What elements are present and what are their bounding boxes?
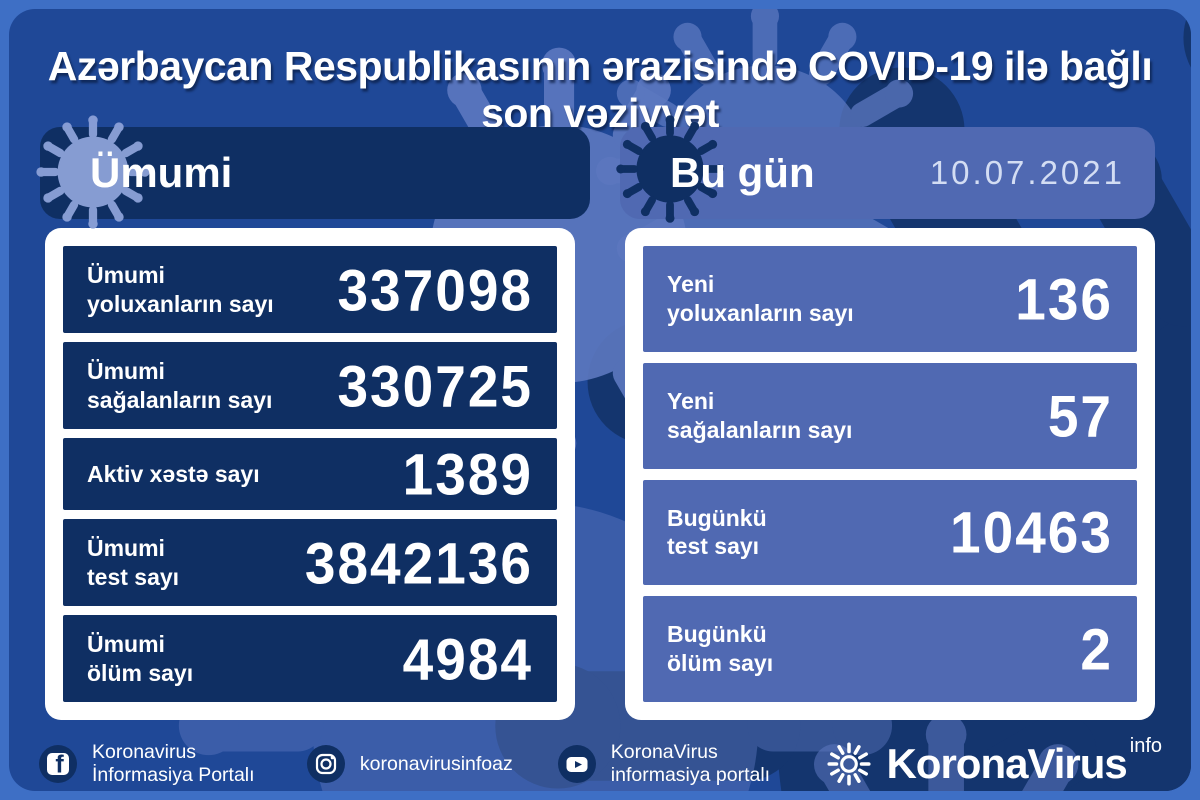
stat-value: 2	[1080, 615, 1113, 683]
stat-row-total-recovered: Ümumi sağalanların sayı 330725	[63, 342, 557, 429]
panel-title-total: Ümumi	[90, 149, 233, 196]
stat-row-total-tests: Ümumi test sayı 3842136	[63, 519, 557, 606]
stat-value: 1389	[402, 440, 533, 508]
total-stats-panel: Ümumi yoluxanların sayı 337098 Ümumi sağal…	[45, 228, 575, 720]
koronavirus-info-logo: KoronaVirus info	[824, 735, 1162, 789]
stat-label: Yeni yoluxanların sayı	[667, 271, 854, 326]
footer: f Koronavirus İnformasiya Portalı korona…	[38, 735, 1162, 791]
stat-row-active-cases: Aktiv xəstə sayı 1389	[63, 438, 557, 510]
stat-label: Bugünkü ölüm sayı	[667, 621, 774, 677]
stat-value: 10463	[950, 499, 1113, 566]
stat-row-total-deaths: Ümumi ölüm sayı 4984	[63, 615, 557, 702]
instagram-label: koronavirusinfoaz	[359, 752, 513, 775]
instagram-icon	[306, 745, 345, 783]
stat-value: 136	[1015, 265, 1113, 333]
stat-row-today-tests: Bugünkü test sayı 10463	[643, 479, 1137, 586]
youtube-label: KoronaVirus informasiya portalı	[610, 741, 771, 786]
stat-label: Ümumi ölüm sayı	[87, 630, 194, 686]
page-title: Azərbaycan Respublikasının ərazisində CO…	[47, 43, 1153, 136]
logo-text: KoronaVirus	[886, 740, 1127, 787]
panel-header-today: Bu gün 10.07.2021	[620, 127, 1155, 219]
youtube-icon	[557, 745, 596, 783]
stat-value: 337098	[337, 256, 533, 323]
report-date: 10.07.2021	[929, 154, 1125, 191]
stat-value: 57	[1047, 382, 1113, 449]
stat-label: Ümumi yoluxanların sayı	[87, 261, 274, 317]
youtube-link[interactable]: KoronaVirus informasiya portalı	[557, 741, 781, 787]
stat-label: Bugünkü test sayı	[667, 504, 767, 560]
today-stats-panel: Yeni yoluxanların sayı 136 Yeni sağalanlar…	[625, 228, 1155, 720]
stat-row-new-recovered: Yeni sağalanların sayı 57	[643, 362, 1137, 469]
stat-value: 3842136	[304, 529, 533, 596]
stat-label: Ümumi test sayı	[87, 534, 180, 590]
stat-row-today-deaths: Bugünkü ölüm sayı 2	[643, 596, 1137, 702]
logo-superscript: info	[1129, 735, 1162, 757]
stat-value: 330725	[337, 352, 533, 419]
stat-label: Ümumi sağalanların sayı	[87, 357, 273, 413]
stat-label: Yeni sağalanların sayı	[667, 387, 853, 443]
stat-value: 4984	[402, 625, 533, 692]
stat-row-total-infected: Ümumi yoluxanların sayı 337098	[63, 246, 557, 333]
infographic-card: Azərbaycan Respublikasının ərazisində CO…	[9, 9, 1191, 791]
virus-logo-icon	[827, 742, 872, 786]
stat-row-new-infected: Yeni yoluxanların sayı 136	[643, 246, 1137, 352]
instagram-link[interactable]: koronavirusinfoaz	[306, 744, 513, 784]
stat-label: Aktiv xəstə sayı	[87, 460, 260, 487]
facebook-label: Koronavirus İnformasiya Portalı	[92, 741, 255, 786]
svg-text:f: f	[55, 751, 64, 779]
panel-title-today: Bu gün	[670, 149, 815, 196]
panel-header-total: Ümumi	[40, 127, 590, 219]
facebook-link[interactable]: f Koronavirus İnformasiya Portalı	[38, 741, 262, 787]
facebook-icon: f	[39, 745, 77, 783]
